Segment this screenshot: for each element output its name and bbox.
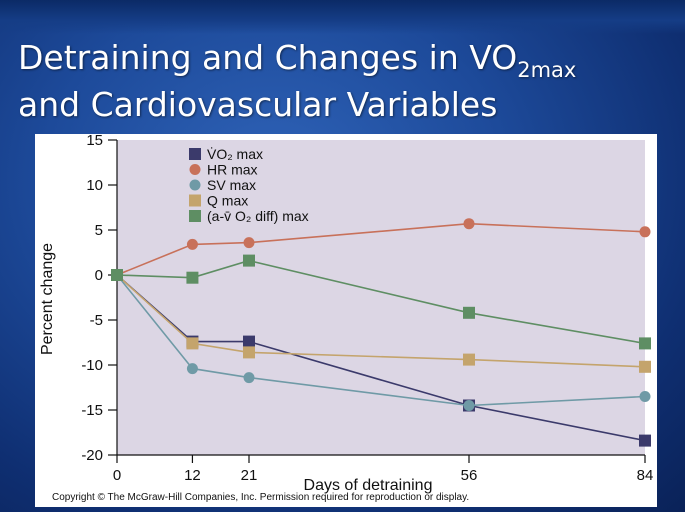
legend-marker: [189, 179, 201, 191]
legend-entry: Q max: [207, 193, 248, 209]
data-point: [639, 360, 651, 373]
legend-marker: [189, 210, 201, 222]
x-axis-label: Days of detraining: [304, 477, 433, 494]
data-point: [463, 353, 475, 366]
data-point: [639, 434, 651, 447]
data-point: [639, 391, 651, 402]
data-point: [463, 218, 475, 230]
title-line1: Detraining and Changes in VO2max: [18, 38, 577, 82]
data-point: [243, 346, 255, 359]
y-tick-label: -10: [81, 357, 103, 374]
legend-entry: HR max: [207, 162, 258, 178]
y-tick-label: -15: [81, 402, 103, 419]
data-point: [186, 271, 199, 284]
data-point: [186, 363, 198, 375]
top-decorative-band: [0, 0, 685, 34]
y-tick-label: 5: [95, 222, 103, 239]
legend-marker: [189, 194, 201, 207]
legend-marker: [189, 148, 201, 160]
data-point: [111, 269, 123, 281]
copyright-notice: Copyright © The McGraw-Hill Companies, I…: [52, 492, 470, 503]
series-lines: [111, 218, 651, 447]
title-line2: and Cardiovascular Variables: [18, 85, 498, 124]
data-point: [186, 337, 199, 350]
x-tick-label: 56: [461, 467, 478, 484]
x-tick-label: 12: [184, 467, 201, 484]
y-axis: 15 10 5 0 -5 -10 -15 -20: [81, 134, 118, 464]
data-point: [639, 337, 651, 350]
legend-entry: V̇O₂ max: [207, 146, 263, 162]
y-tick-label: 0: [95, 267, 103, 284]
chart-panel: 15 10 5 0 -5 -10 -15 -20 0 12 21 56 84 V̇O₂ max HR m…: [35, 134, 657, 507]
data-point: [186, 238, 198, 250]
data-point: [639, 226, 651, 238]
x-tick-label: 0: [113, 467, 121, 484]
data-point: [243, 254, 255, 267]
x-tick-label: 21: [241, 467, 258, 484]
data-point: [463, 306, 475, 319]
legend-entry: SV max: [207, 177, 256, 193]
legend-marker: [189, 164, 201, 175]
data-point: [243, 372, 255, 384]
x-axis: 0 12 21 56 84: [113, 454, 654, 484]
data-point: [463, 400, 475, 411]
series-4: [111, 254, 651, 350]
y-axis-label: Percent change: [39, 243, 56, 355]
y-tick-label: 10: [86, 177, 103, 194]
data-point: [243, 237, 255, 249]
x-tick-label: 84: [637, 467, 654, 484]
data-point: [243, 335, 255, 348]
plot-background: [117, 140, 645, 455]
legend-entry: (a-v̄ O₂ diff) max: [207, 208, 309, 224]
y-tick-label: -20: [81, 447, 103, 464]
slide-title: Detraining and Changes in VO2max and Car…: [18, 34, 678, 128]
series-3: [111, 269, 651, 373]
y-tick-label: 15: [86, 134, 103, 149]
title-subscript: 2max: [517, 58, 577, 82]
y-tick-label: -5: [90, 312, 103, 329]
